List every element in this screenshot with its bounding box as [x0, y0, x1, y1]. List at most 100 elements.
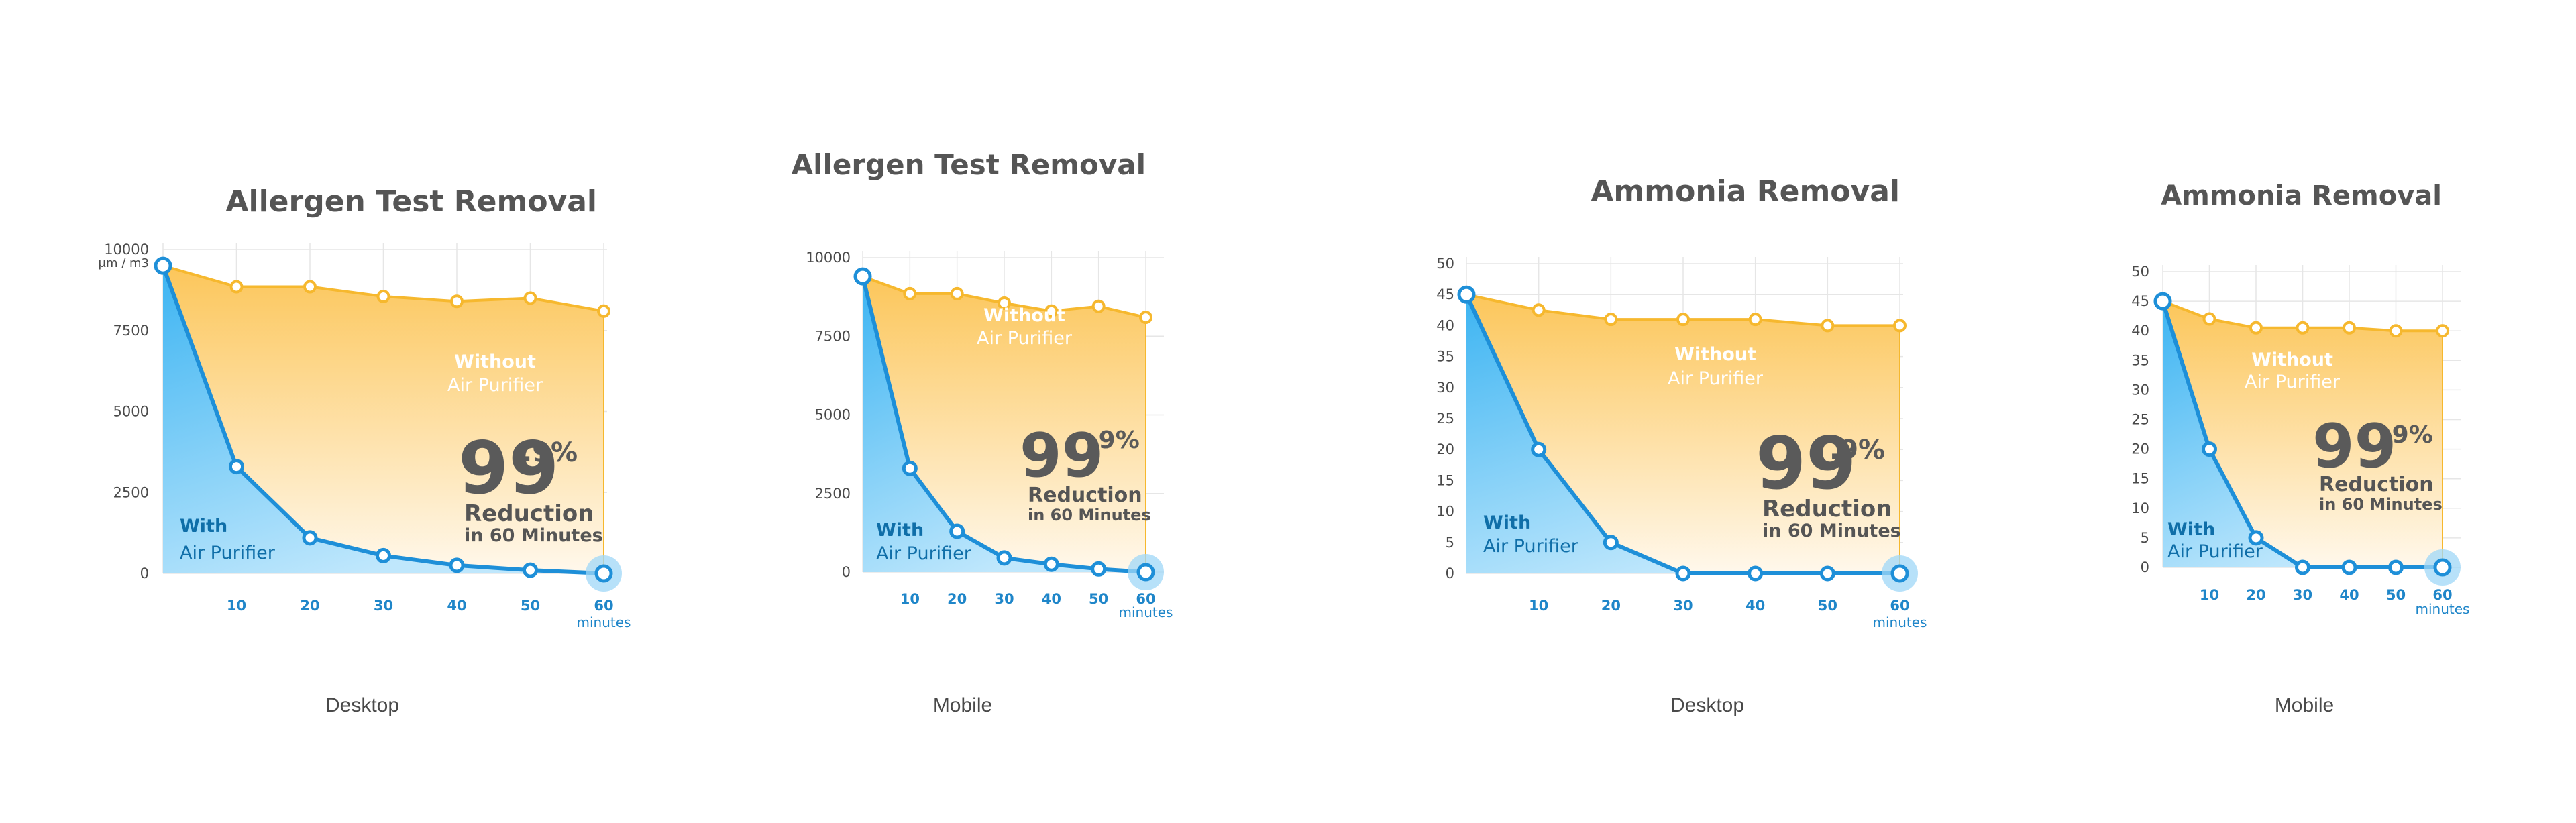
x-tick-label: 60 — [1136, 591, 1155, 607]
x-tick-label: 50 — [1818, 598, 1837, 614]
x-tick-label: 10 — [900, 591, 920, 607]
reduction-percent-major: 99 — [1020, 421, 1104, 491]
without-point — [523, 291, 537, 305]
x-tick-label: 50 — [521, 598, 540, 614]
chart-title: Allergen Test Removal — [792, 148, 1146, 181]
with-point — [853, 267, 872, 286]
without-point — [2343, 321, 2356, 335]
y-tick-label: 0 — [2141, 559, 2149, 575]
with-series-area — [863, 276, 1146, 572]
y-tick-label: 5000 — [113, 404, 149, 420]
x-axis-unit-label: minutes — [2416, 601, 2470, 617]
y-tick-label: 0 — [842, 564, 851, 580]
without-point — [2249, 321, 2263, 335]
reduction-label: Reduction — [464, 500, 594, 527]
x-tick-label: 40 — [1042, 591, 1061, 607]
y-tick-label: 10000 — [806, 250, 851, 266]
y-tick-label: 5 — [1446, 535, 1454, 551]
x-tick-label: 40 — [1746, 598, 1765, 614]
with-point — [449, 557, 465, 573]
without-point — [597, 304, 610, 318]
reduction-duration-label: in 60 Minutes — [1762, 520, 1901, 541]
with-series-area — [1466, 294, 1900, 573]
without-point — [2389, 324, 2403, 338]
x-tick-label: 60 — [1890, 598, 1909, 614]
x-tick-label: 20 — [300, 598, 319, 614]
without-point — [1091, 299, 1106, 313]
without-point — [2436, 324, 2449, 338]
y-tick-label: 35 — [1436, 349, 1454, 365]
x-axis-unit-label: minutes — [1119, 604, 1173, 620]
x-tick-label: 30 — [994, 591, 1014, 607]
with-point — [2202, 441, 2217, 457]
y-tick-label: 40 — [2131, 323, 2149, 339]
reduction-label: Reduction — [2319, 473, 2434, 496]
y-tick-label: 5000 — [815, 407, 851, 423]
x-axis-unit-label: minutes — [1873, 614, 1927, 630]
y-tick-label: 45 — [2131, 293, 2149, 309]
with-series-sublabel: Air Purifier — [1483, 536, 1579, 557]
with-point — [594, 564, 613, 583]
y-tick-label: 20 — [1436, 441, 1454, 457]
y-tick-label: 40 — [1436, 317, 1454, 333]
with-series-sublabel: Air Purifier — [180, 543, 276, 563]
with-point — [1748, 565, 1764, 582]
without-series-sublabel: Air Purifier — [447, 375, 543, 396]
reduction-percent-minor: .9% — [1829, 435, 1885, 465]
with-series-sublabel: Air Purifier — [876, 543, 972, 564]
y-tick-label: 10000 — [104, 241, 149, 258]
x-tick-label: 40 — [447, 598, 466, 614]
y-axis-unit-label: μm / m3 — [99, 256, 149, 270]
y-tick-label: 5 — [2141, 530, 2149, 546]
without-point — [1676, 313, 1690, 327]
with-point — [996, 550, 1012, 566]
without-point — [229, 280, 244, 294]
with-point — [1603, 535, 1619, 551]
with-point — [154, 256, 172, 275]
x-tick-label: 20 — [947, 591, 967, 607]
y-tick-label: 30 — [1436, 380, 1454, 396]
x-tick-label: 20 — [1601, 598, 1621, 614]
y-tick-label: 15 — [2131, 471, 2149, 487]
with-point — [1531, 441, 1547, 457]
reduction-percent-minor: .9% — [1089, 427, 1140, 454]
caption-mobile: Mobile — [2274, 694, 2334, 716]
without-series-label: Without — [2251, 349, 2333, 370]
y-tick-label: 20 — [2131, 441, 2149, 457]
with-point — [1043, 556, 1059, 572]
reduction-percent-major: 99 — [1756, 422, 1856, 506]
with-series-label: With — [2167, 519, 2215, 540]
with-point — [1457, 285, 1476, 304]
x-tick-label: 20 — [2246, 587, 2265, 603]
without-point — [950, 286, 964, 300]
y-tick-label: 7500 — [815, 328, 851, 344]
reduction-duration-label: in 60 Minutes — [464, 525, 603, 546]
without-point — [1893, 319, 1907, 333]
reduction-label: Reduction — [1762, 496, 1892, 523]
with-series-label: With — [1483, 512, 1531, 533]
x-tick-label: 30 — [1673, 598, 1693, 614]
without-series-area — [163, 266, 604, 573]
without-series-label: Without — [983, 305, 1065, 326]
x-tick-label: 40 — [2339, 587, 2359, 603]
with-series-area — [163, 266, 604, 573]
with-point — [2153, 292, 2172, 311]
x-tick-label: 30 — [2293, 587, 2312, 603]
y-tick-label: 0 — [1446, 565, 1454, 582]
with-point — [1091, 561, 1107, 577]
y-tick-label: 2500 — [113, 484, 149, 500]
reduction-percent-major: 99 — [2312, 411, 2396, 482]
y-tick-label: 10 — [1436, 504, 1454, 520]
with-point — [902, 460, 918, 476]
with-point — [1136, 563, 1155, 582]
with-point — [376, 547, 391, 563]
chart-title: Allergen Test Removal — [225, 184, 597, 219]
with-point — [2341, 559, 2357, 575]
chart-title: Ammonia Removal — [2161, 180, 2442, 211]
reduction-percent-minor: .9% — [522, 437, 578, 468]
without-series-sublabel: Air Purifier — [2245, 372, 2341, 392]
